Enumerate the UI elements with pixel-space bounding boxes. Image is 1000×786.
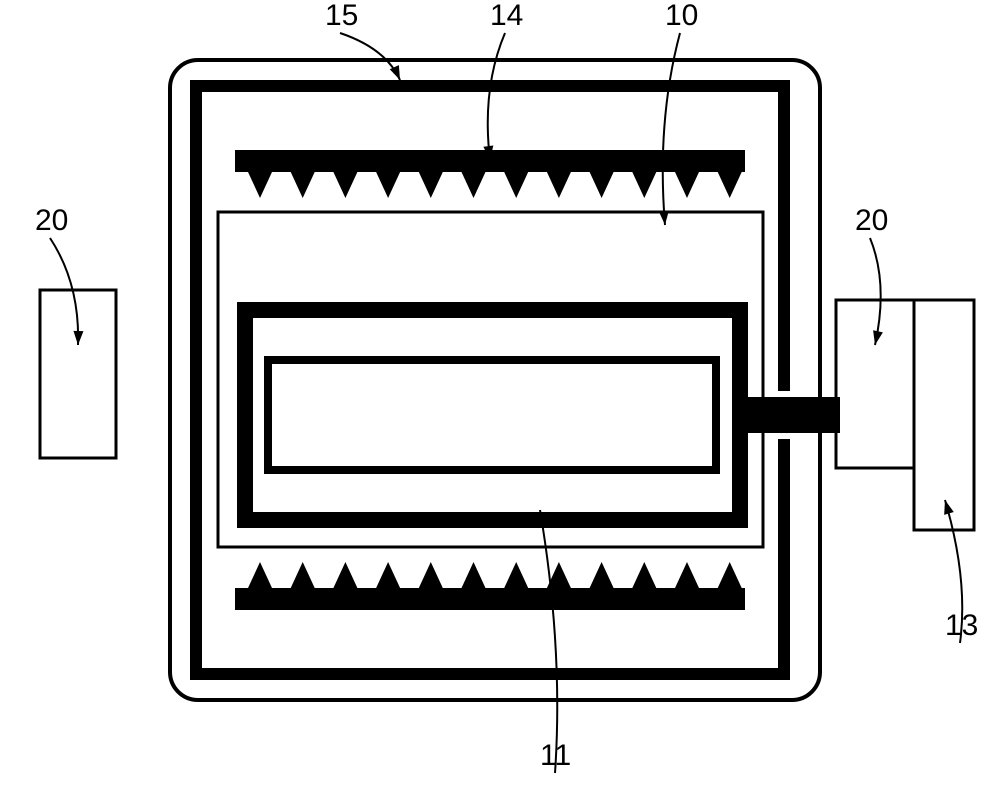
- heater-tooth: [718, 562, 742, 588]
- heater-tooth: [333, 562, 357, 588]
- label-l13: 13: [945, 609, 978, 642]
- heater-tooth: [504, 562, 528, 588]
- wafer-boat-inner: [268, 360, 716, 470]
- heater-tooth: [333, 172, 357, 198]
- heater-tooth: [504, 172, 528, 198]
- heater-tooth: [632, 562, 656, 588]
- leader-line: [488, 33, 505, 160]
- heater-tooth: [590, 562, 614, 588]
- right-module-a: [836, 300, 914, 468]
- heater-tooth: [419, 172, 443, 198]
- heater-tooth: [291, 172, 315, 198]
- label-l10: 10: [665, 0, 698, 32]
- heavy-frame-bottom: [190, 668, 790, 680]
- heater-tooth: [248, 172, 272, 198]
- heater-tooth: [718, 172, 742, 198]
- heater-tooth: [547, 172, 571, 198]
- heater-tooth: [248, 562, 272, 588]
- heater-tooth: [376, 562, 400, 588]
- heater-tooth: [419, 562, 443, 588]
- heater-bar-bottom: [235, 588, 745, 610]
- label-l11: 11: [540, 739, 571, 772]
- label-l20b: 20: [855, 204, 888, 237]
- heater-tooth: [462, 172, 486, 198]
- boat-shaft: [740, 397, 840, 433]
- heater-tooth: [462, 562, 486, 588]
- heater-tooth: [376, 172, 400, 198]
- leader-line: [340, 33, 400, 80]
- label-l20a: 20: [35, 204, 68, 237]
- heavy-frame-left: [190, 80, 202, 680]
- leader-line: [540, 510, 557, 773]
- heavy-frame-right-lower: [778, 439, 790, 680]
- leader-arrowhead: [944, 500, 954, 515]
- leader-arrowhead: [390, 65, 400, 80]
- inner-tube: [218, 212, 763, 547]
- label-l15: 15: [325, 0, 358, 32]
- heater-tooth: [675, 562, 699, 588]
- label-l14: 14: [490, 0, 523, 32]
- wafer-boat-outer: [245, 310, 740, 520]
- leader-arrowhead: [73, 331, 83, 345]
- heavy-frame-right-upper: [778, 80, 790, 391]
- heater-tooth: [590, 172, 614, 198]
- heater-tooth: [291, 562, 315, 588]
- heater-tooth: [632, 172, 656, 198]
- leader-line: [870, 238, 881, 345]
- heater-tooth: [675, 172, 699, 198]
- right-module-b: [914, 300, 974, 530]
